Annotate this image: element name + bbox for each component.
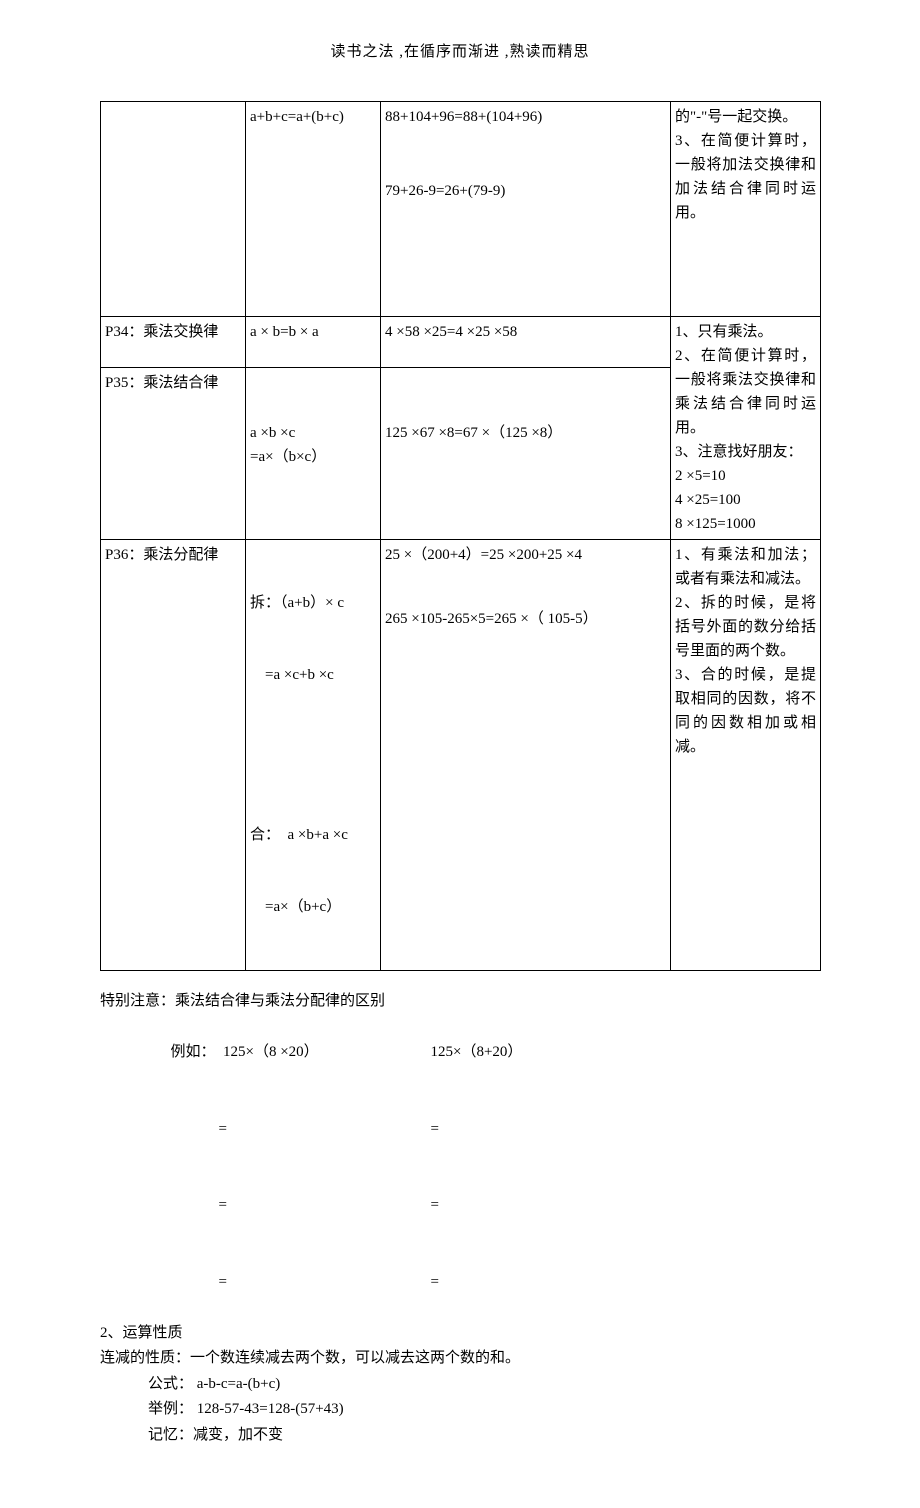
eq-right: = [431, 1197, 439, 1213]
notes-block: 特别注意：乘法结合律与乘法分配律的区别 例如： 125×（8 ×20）125×（… [100, 989, 820, 1448]
spacer [385, 371, 666, 421]
note-line: 公式： a-b-c=a-(b+c) [100, 1372, 820, 1398]
cell-ref: P36：乘法分配律 [101, 540, 246, 971]
note-line: 2、运算性质 [100, 1321, 820, 1347]
eq-right: = [431, 1121, 439, 1137]
spacer [250, 371, 376, 421]
example-left: 例如： 125×（8 ×20） [171, 1040, 431, 1066]
cell-example: 88+104+96=88+(104+96) 79+26-9=26+(79-9) [381, 102, 671, 317]
note-line: 例如： 125×（8 ×20）125×（8+20） [100, 1015, 820, 1092]
example-line: 125 ×67 ×8=67 ×（125 ×8） [385, 421, 666, 445]
example-line: 265 ×105-265×5=265 ×（ 105-5） [385, 607, 666, 631]
note-line: 举例： 128-57-43=128-(57+43) [100, 1397, 820, 1423]
formula-line: 合： a ×b+a ×c [250, 823, 376, 847]
note-line: 1、只有乘法。 [675, 320, 816, 344]
cell [101, 102, 246, 317]
eq-line: == [100, 1168, 820, 1245]
eq-line: == [100, 1091, 820, 1168]
eq-right: = [431, 1274, 439, 1290]
cell-note: 1、只有乘法。 2、在简便计算时，一般将乘法交换律和乘法结合律同时运用。 3、注… [671, 317, 821, 540]
eq-line: == [100, 1244, 820, 1321]
formula-line: =a ×c+b ×c [250, 663, 376, 687]
eq-left: = [219, 1193, 431, 1219]
spacer [385, 203, 666, 313]
spacer [385, 129, 666, 179]
table-row: P34：乘法交换律 a × b=b × a 4 ×58 ×25=4 ×25 ×5… [101, 317, 821, 368]
cell-note: 的"-"号一起交换。 3、在简便计算时，一般将加法交换律和加法结合律同时运用。 [671, 102, 821, 317]
example-line: 79+26-9=26+(79-9) [385, 179, 666, 203]
note-line: 记忆：减变，加不变 [100, 1423, 820, 1449]
table-row: P36：乘法分配律 拆：（a+b）× c =a ×c+b ×c 合： a ×b+… [101, 540, 821, 971]
laws-table: a+b+c=a+(b+c) 88+104+96=88+(104+96) 79+2… [100, 101, 821, 971]
example-line: 25 ×（200+4）=25 ×200+25 ×4 [385, 543, 666, 567]
note-block: 2、在简便计算时，一般将乘法交换律和乘法结合律同时运用。 3、注意找好朋友： 2… [675, 344, 816, 536]
formula-line: a ×b ×c [250, 421, 376, 445]
eq-left: = [219, 1270, 431, 1296]
spacer [385, 567, 666, 607]
eq-left: = [219, 1117, 431, 1143]
document-page: 读书之法 ,在循序而渐进 ,熟读而精思 a+b+c=a+(b+c) 88+104… [0, 0, 920, 1508]
cell-formula: a × b=b × a [246, 317, 381, 368]
formula-line: =a×（b+c） [250, 895, 376, 919]
example-right: 125×（8+20） [431, 1044, 523, 1060]
note-line: 连减的性质：一个数连续减去两个数，可以减去这两个数的和。 [100, 1346, 820, 1372]
cell-example: 25 ×（200+4）=25 ×200+25 ×4 265 ×105-265×5… [381, 540, 671, 971]
cell-example: 4 ×58 ×25=4 ×25 ×58 [381, 317, 671, 368]
cell-note: 1、有乘法和加法；或者有乘法和减法。 2、拆的时候，是将括号外面的数分给括号里面… [671, 540, 821, 971]
cell-ref: P34：乘法交换律 [101, 317, 246, 368]
cell-formula: a ×b ×c =a×（b×c） [246, 367, 381, 539]
formula-line: 拆：（a+b）× c [250, 591, 376, 615]
cell-formula: 拆：（a+b）× c =a ×c+b ×c 合： a ×b+a ×c =a×（b… [246, 540, 381, 971]
formula-line: =a×（b×c） [250, 445, 376, 469]
cell-example: 125 ×67 ×8=67 ×（125 ×8） [381, 367, 671, 539]
spacer [250, 735, 376, 775]
cell-formula: a+b+c=a+(b+c) [246, 102, 381, 317]
page-header: 读书之法 ,在循序而渐进 ,熟读而精思 [100, 40, 820, 61]
note-line: 特别注意：乘法结合律与乘法分配律的区别 [100, 989, 820, 1015]
table-row: a+b+c=a+(b+c) 88+104+96=88+(104+96) 79+2… [101, 102, 821, 317]
cell-ref: P35：乘法结合律 [101, 367, 246, 539]
example-line: 88+104+96=88+(104+96) [385, 105, 666, 129]
